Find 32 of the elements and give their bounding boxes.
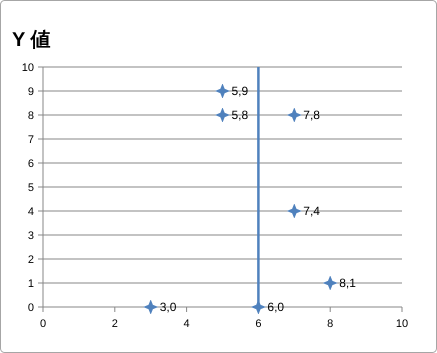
y-tick-label: 2 (28, 254, 34, 266)
x-tick-label: 4 (184, 318, 190, 330)
point (251, 300, 266, 314)
y-tick-label: 10 (22, 62, 34, 74)
y-tick-label: 8 (28, 110, 34, 122)
x-tick-label: 6 (255, 318, 262, 330)
x-tick-label: 2 (112, 318, 118, 330)
point (287, 108, 302, 122)
x-tick-label: 8 (327, 318, 334, 330)
y-tick-label: 6 (28, 158, 34, 170)
annotation: 6,0 (267, 300, 284, 314)
point (287, 204, 302, 218)
y-tick-label: 0 (28, 302, 34, 314)
annotation: 7,8 (303, 108, 320, 122)
x-tick-label: 10 (396, 318, 408, 330)
annotation: 7,4 (303, 204, 320, 218)
annotation: 5,8 (232, 108, 249, 122)
x-tick-label: 0 (40, 318, 46, 330)
y-tick-label: 1 (28, 278, 34, 290)
y-tick-label: 3 (28, 230, 34, 242)
point (143, 300, 158, 314)
point (215, 84, 230, 98)
chart-title: Y 値 (12, 29, 51, 51)
y-tick-label: 4 (28, 206, 34, 218)
annotation: 3,0 (160, 300, 177, 314)
point (215, 108, 230, 122)
annotation: 5,9 (232, 84, 249, 98)
point (322, 276, 338, 290)
y-tick-label: 9 (28, 86, 34, 98)
y-tick-label: 5 (28, 182, 34, 194)
annotation: 8,1 (339, 276, 356, 290)
y-tick-label: 7 (28, 134, 34, 146)
